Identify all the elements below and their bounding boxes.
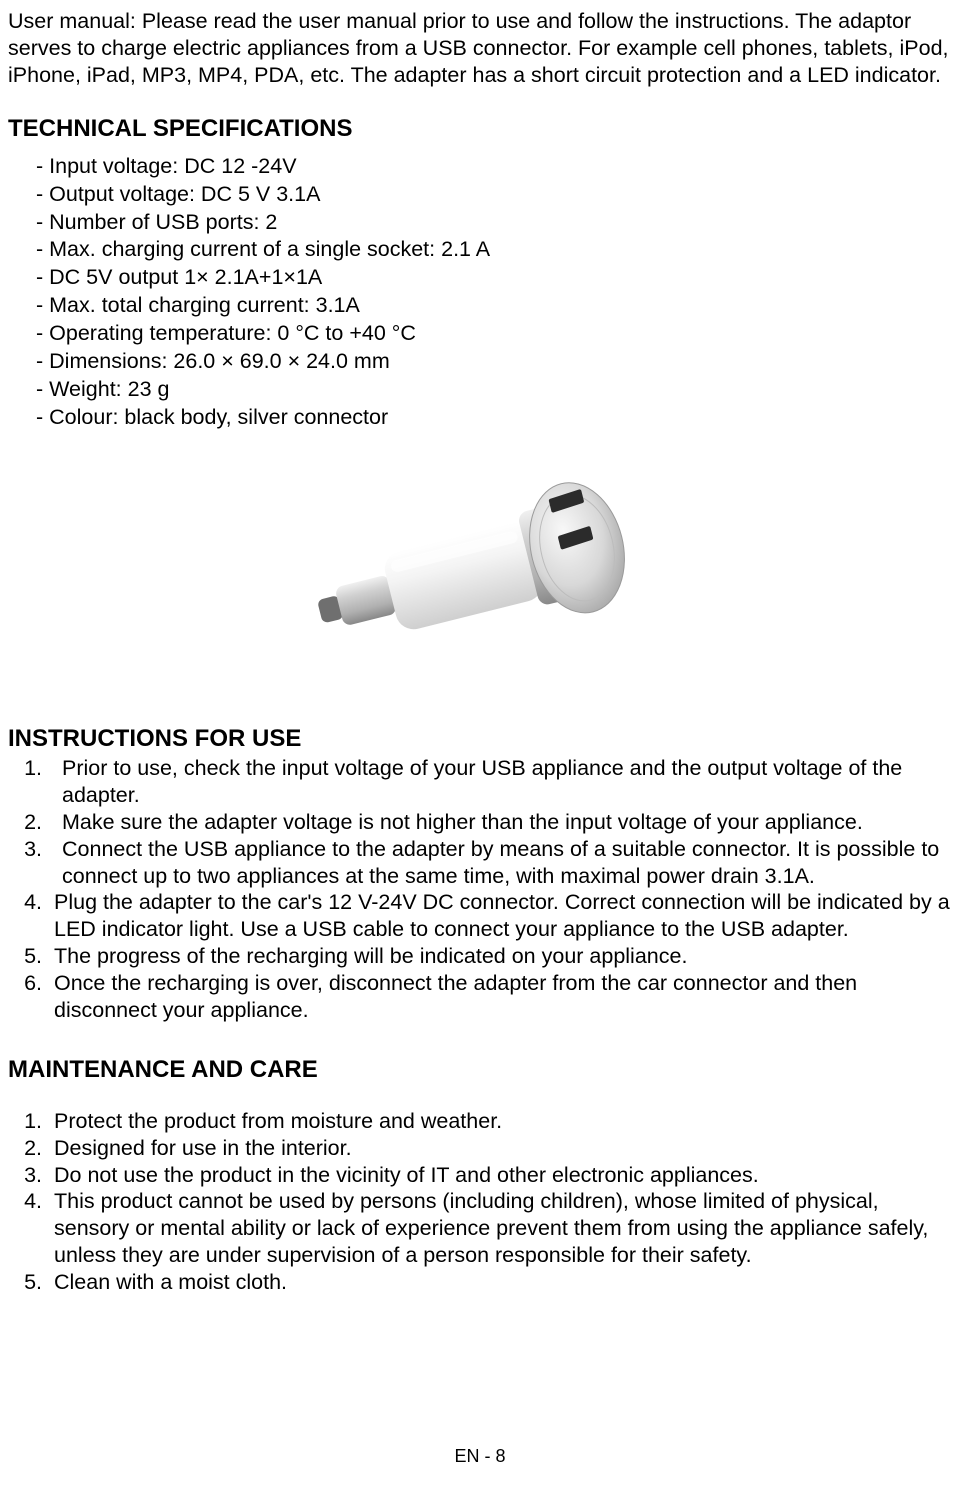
adapter-icon [280,442,680,702]
instructions-heading: INSTRUCTIONS FOR USE [8,725,952,753]
maintenance-item: Designed for use in the interior. [48,1135,952,1162]
instructions-list: Prior to use, check the input voltage of… [8,755,952,1024]
maintenance-item: Protect the product from moisture and we… [48,1108,952,1135]
spec-item: Max. total charging current: 3.1A [36,292,952,320]
spec-item: DC 5V output 1× 2.1A+1×1A [36,264,952,292]
instruction-item: Plug the adapter to the car's 12 V-24V D… [48,889,952,943]
spec-item: Operating temperature: 0 °C to +40 °C [36,320,952,348]
maintenance-item: Do not use the product in the vicinity o… [48,1162,952,1189]
maintenance-item: Clean with a moist cloth. [48,1269,952,1296]
spec-item: Number of USB ports: 2 [36,209,952,237]
product-figure [8,442,952,707]
instruction-item: Make sure the adapter voltage is not hig… [48,809,952,836]
maintenance-item: This product cannot be used by persons (… [48,1188,952,1269]
spec-item: Input voltage: DC 12 -24V [36,153,952,181]
instruction-item: Prior to use, check the input voltage of… [48,755,952,809]
intro-paragraph: User manual: Please read the user manual… [8,8,952,89]
page-footer: EN - 8 [0,1446,960,1467]
instruction-item: The progress of the recharging will be i… [48,943,952,970]
page: User manual: Please read the user manual… [0,0,960,1487]
spec-item: Weight: 23 g [36,376,952,404]
specs-heading: TECHNICAL SPECIFICATIONS [8,115,952,143]
instruction-item: Connect the USB appliance to the adapter… [48,836,952,890]
spec-item: Dimensions: 26.0 × 69.0 × 24.0 mm [36,348,952,376]
specs-list: Input voltage: DC 12 -24V Output voltage… [8,153,952,432]
spec-item: Colour: black body, silver connector [36,404,952,432]
maintenance-list: Protect the product from moisture and we… [8,1108,952,1296]
spec-item: Max. charging current of a single socket… [36,236,952,264]
instruction-item: Once the recharging is over, disconnect … [48,970,952,1024]
spec-item: Output voltage: DC 5 V 3.1A [36,181,952,209]
maintenance-heading: MAINTENANCE AND CARE [8,1056,952,1084]
